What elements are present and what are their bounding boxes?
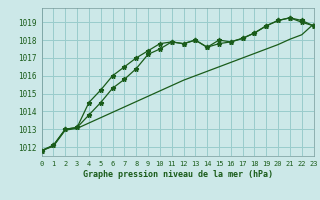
X-axis label: Graphe pression niveau de la mer (hPa): Graphe pression niveau de la mer (hPa) xyxy=(83,170,273,179)
